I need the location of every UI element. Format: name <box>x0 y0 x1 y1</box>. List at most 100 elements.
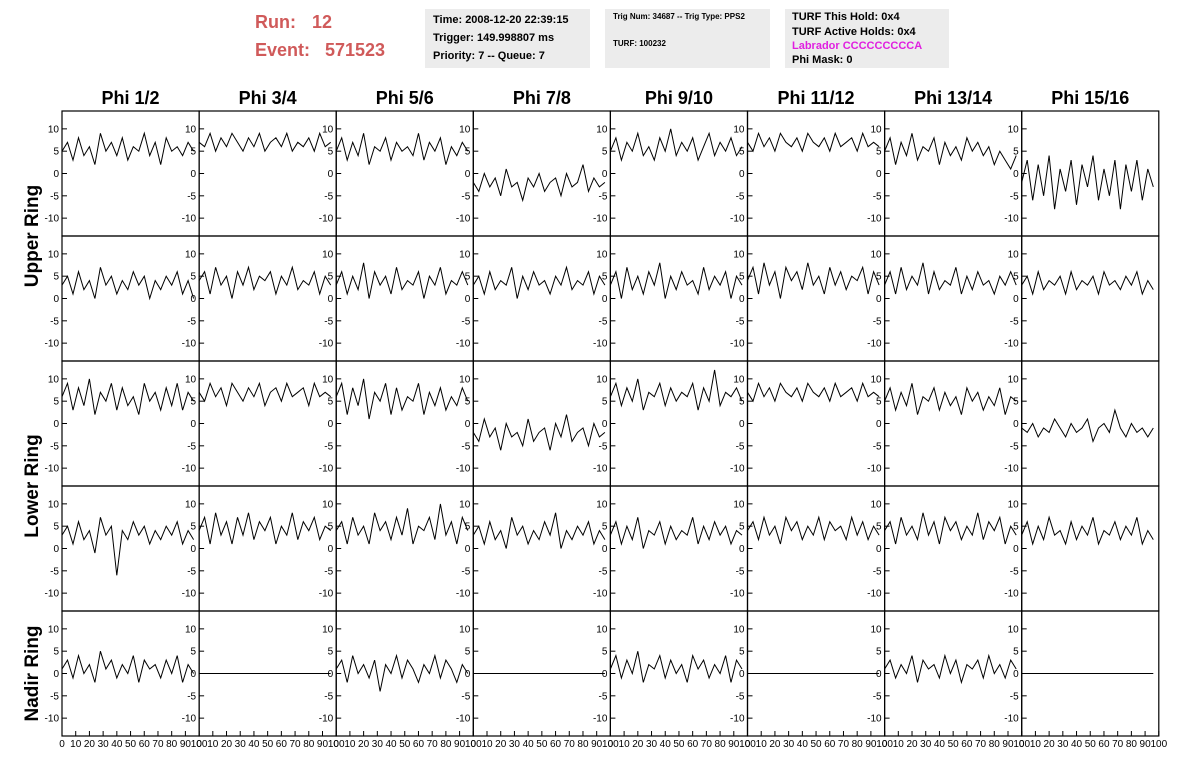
waveform <box>747 262 880 299</box>
panel-frame <box>1021 485 1160 612</box>
y-tick-label: -5 <box>598 316 607 327</box>
y-tick-label: -5 <box>187 691 196 702</box>
y-tick-label: -5 <box>873 691 882 702</box>
x-tick-label: 10 <box>1030 739 1042 750</box>
waveform <box>472 265 606 299</box>
panel-frame <box>609 235 749 362</box>
y-tick-label: 5 <box>739 647 745 658</box>
x-tick-label: 60 <box>550 739 562 750</box>
x-tick-label: 30 <box>235 739 247 750</box>
y-tick-label: 10 <box>596 499 608 510</box>
waveform <box>1021 408 1154 444</box>
panel-frame <box>746 485 886 612</box>
y-tick-label: -10 <box>182 589 197 600</box>
x-tick-label: 30 <box>509 739 521 750</box>
waveform <box>747 515 880 545</box>
y-tick-label: -10 <box>867 589 882 600</box>
x-tick-label: 90 <box>317 739 329 750</box>
y-tick-label: -10 <box>1004 589 1019 600</box>
panel-frame <box>746 235 886 362</box>
waveform <box>609 651 743 683</box>
panel-frame <box>335 360 474 487</box>
y-tick-label: -10 <box>1004 464 1019 475</box>
y-tick-label: -5 <box>1010 566 1019 577</box>
y-tick-label: 10 <box>870 624 882 635</box>
x-tick-label: 0 <box>1019 739 1025 750</box>
y-tick-label: -5 <box>598 191 607 202</box>
info-text: TURF Active Holds: 0x4 <box>792 26 917 38</box>
x-tick-label: 80 <box>440 739 452 750</box>
y-tick-label: -10 <box>45 214 60 225</box>
y-tick-label: -5 <box>50 441 59 452</box>
y-tick-label: -10 <box>456 214 471 225</box>
y-tick-label: 10 <box>48 249 60 260</box>
x-tick-label: 40 <box>1071 739 1083 750</box>
y-tick-label: 0 <box>191 169 197 180</box>
y-tick-label: -10 <box>182 339 197 350</box>
row-label: Lower Ring <box>22 434 43 537</box>
y-tick-label: -10 <box>456 464 471 475</box>
x-tick-label: 80 <box>715 739 727 750</box>
y-tick-label: -5 <box>873 191 882 202</box>
panel-frame <box>609 360 749 487</box>
y-tick-label: -10 <box>456 589 471 600</box>
x-tick-label: 80 <box>989 739 1001 750</box>
waveform <box>472 414 606 451</box>
y-tick-label: 10 <box>596 624 608 635</box>
panel-frame <box>746 110 886 237</box>
y-tick-label: -5 <box>1010 191 1019 202</box>
waveform <box>472 512 606 549</box>
x-tick-label: 30 <box>98 739 110 750</box>
panel-frame <box>198 360 337 487</box>
row-label: Nadir Ring <box>22 625 43 721</box>
y-tick-label: 5 <box>602 647 608 658</box>
info-box <box>425 9 590 68</box>
x-tick-label: 10 <box>70 739 82 750</box>
panel-frame <box>335 110 474 237</box>
x-tick-label: 40 <box>934 739 946 750</box>
y-tick-label: 5 <box>739 397 745 408</box>
x-tick-label: 100 <box>191 739 208 750</box>
x-tick-label: 70 <box>564 739 576 750</box>
x-tick-label: 20 <box>495 739 507 750</box>
x-tick-label: 30 <box>372 739 384 750</box>
panel-frame <box>61 110 200 237</box>
event-number: 571523 <box>325 40 385 60</box>
x-tick-label: 0 <box>333 739 339 750</box>
y-tick-label: 0 <box>53 169 59 180</box>
y-tick-label: 0 <box>739 544 745 555</box>
x-tick-label: 20 <box>84 739 96 750</box>
y-tick-label: 0 <box>876 669 882 680</box>
x-tick-label: 10 <box>207 739 219 750</box>
y-tick-label: -10 <box>45 714 60 725</box>
y-tick-label: 5 <box>328 647 334 658</box>
y-tick-label: 0 <box>602 169 608 180</box>
y-tick-label: 0 <box>328 419 334 430</box>
waveform <box>1021 155 1154 210</box>
column-title: Phi 13/14 <box>914 88 992 108</box>
x-tick-label: 70 <box>427 739 439 750</box>
panel-frame <box>335 485 474 612</box>
y-tick-label: 0 <box>739 294 745 305</box>
y-tick-label: 10 <box>596 249 608 260</box>
y-tick-label: 0 <box>191 419 197 430</box>
y-tick-label: -5 <box>461 191 470 202</box>
y-tick-label: -10 <box>45 339 60 350</box>
info-text: Phi Mask: 0 <box>792 54 853 66</box>
waveform <box>747 381 880 403</box>
y-tick-label: -5 <box>598 691 607 702</box>
panel-frame <box>61 235 200 362</box>
y-tick-label: 10 <box>185 374 197 385</box>
waveform <box>198 512 332 545</box>
waveform <box>884 383 1017 415</box>
waveform <box>884 133 1017 171</box>
y-tick-label: -5 <box>873 441 882 452</box>
y-tick-label: -10 <box>45 589 60 600</box>
y-tick-label: 10 <box>459 249 471 260</box>
x-tick-label: 80 <box>577 739 589 750</box>
x-tick-label: 0 <box>471 739 477 750</box>
y-tick-label: 0 <box>739 419 745 430</box>
x-tick-label: 10 <box>344 739 356 750</box>
y-tick-label: 5 <box>876 147 882 158</box>
y-tick-label: 10 <box>733 374 745 385</box>
